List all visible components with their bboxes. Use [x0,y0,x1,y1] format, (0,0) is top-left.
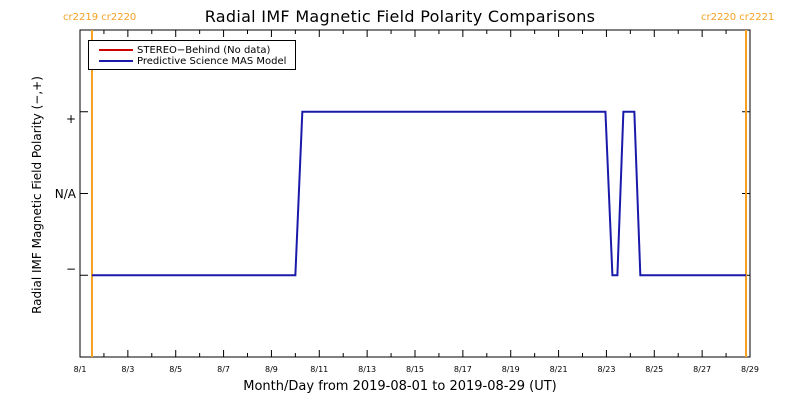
legend-label-stereo: STEREO−Behind (No data) [137,44,271,56]
legend-item-mas-model: Predictive Science MAS Model [89,55,286,67]
legend-swatch-stereo [99,49,133,51]
carrington-marker-label-left: cr2219 cr2220 [63,12,137,23]
x-axis-label: Month/Day from 2019-08-01 to 2019-08-29 … [243,379,557,394]
chart-title: Radial IMF Magnetic Field Polarity Compa… [204,7,596,26]
x-tick-label: 8/1 [74,365,87,374]
x-tick-label: 8/29 [741,365,759,374]
y-tick-label-na: N/A [54,187,76,201]
x-tick-label: 8/21 [550,365,568,374]
x-tick-label: 8/3 [121,365,134,374]
x-tick-label: 8/13 [358,365,376,374]
x-tick-label: 8/25 [645,365,663,374]
series-line-mas-model [91,110,747,277]
x-tick-label: 8/9 [265,365,278,374]
x-tick-label: 8/27 [693,365,711,374]
y-axis-label: Radial IMF Magnetic Field Polarity (−,+) [30,76,44,314]
x-tick-label: 8/15 [406,365,424,374]
plot-frame [79,29,751,358]
x-tick-label: 8/23 [597,365,615,374]
y-tick-label-plus: + [65,112,76,126]
legend-item-stereo: STEREO−Behind (No data) [89,44,270,56]
x-tick-label: 8/11 [310,365,328,374]
x-tick-label: 8/17 [454,365,472,374]
x-tick-label: 8/7 [217,365,230,374]
x-tick-label: 8/5 [169,365,182,374]
x-tick-label: 8/19 [502,365,520,374]
legend-label-mas-model: Predictive Science MAS Model [137,55,287,67]
legend-swatch-mas-model [99,60,133,62]
carrington-marker-label-right: cr2220 cr2221 [701,12,775,23]
y-tick-label-minus: − [65,262,76,276]
legend: STEREO−Behind (No data) Predictive Scien… [88,40,296,70]
